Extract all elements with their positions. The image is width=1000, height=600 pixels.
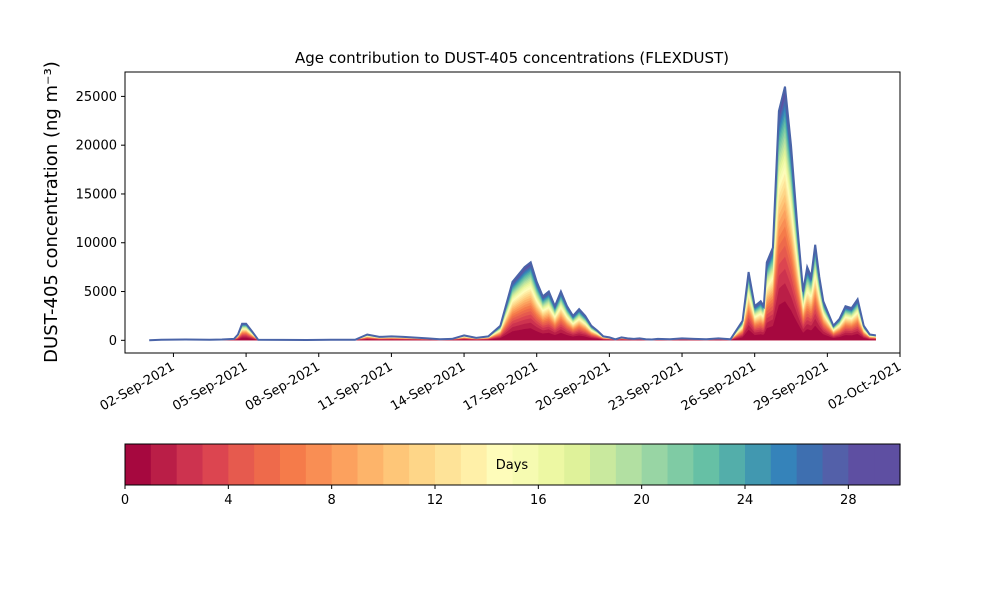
colorbar-segment (770, 444, 798, 485)
colorbar-segment (254, 444, 281, 485)
y-axis-ticks: 0 5000 10000 15000 20000 25000 (76, 90, 125, 349)
x-tick-label: 02-Oct-2021 (826, 359, 904, 413)
colorbar-segment (796, 444, 824, 485)
y-tick-label: 5000 (84, 285, 117, 300)
colorbar-segment (590, 444, 617, 485)
age-layer-0 (149, 301, 876, 341)
y-tick-label: 25000 (76, 90, 117, 105)
colorbar-segment (615, 444, 643, 485)
x-axis-ticks: 02-Sep-202105-Sep-202108-Sep-202111-Sep-… (98, 353, 904, 414)
colorbar-tick-label: 16 (530, 493, 547, 508)
y-tick-label: 15000 (76, 187, 117, 202)
x-tick-label: 14-Sep-2021 (388, 359, 468, 414)
colorbar-segment (848, 444, 875, 485)
colorbar-segment (641, 444, 669, 485)
colorbar-segment (564, 444, 591, 485)
colorbar (125, 444, 901, 485)
y-axis-label: DUST-405 concentration (ng m⁻³) (41, 61, 62, 363)
colorbar-segment (667, 444, 694, 485)
y-tick-label: 20000 (76, 139, 117, 154)
colorbar-segment (409, 444, 436, 485)
x-tick-label: 11-Sep-2021 (316, 359, 396, 414)
colorbar-segment (176, 444, 204, 485)
colorbar-frame (124, 443, 901, 486)
colorbar-tick-label: 4 (224, 493, 232, 508)
colorbar-segment (383, 444, 410, 485)
x-tick-label: 23-Sep-2021 (606, 359, 686, 414)
plot-frame (124, 71, 901, 354)
colorbar-tick-label: 28 (840, 493, 857, 508)
colorbar-tick-label: 24 (737, 493, 754, 508)
colorbar-segment (538, 444, 565, 485)
stacked-area-layers (149, 86, 876, 341)
colorbar-segment (202, 444, 229, 485)
total-concentration-line (149, 86, 876, 342)
colorbar-segment (125, 444, 152, 485)
x-tick-label: 08-Sep-2021 (243, 359, 323, 414)
x-tick-label: 17-Sep-2021 (461, 359, 541, 414)
colorbar-segment (822, 444, 849, 485)
colorbar-ticks: 0 4 8 12 16 20 24 28 (121, 485, 857, 508)
colorbar-segment (280, 444, 307, 485)
colorbar-segment (719, 444, 746, 485)
x-tick-label: 26-Sep-2021 (679, 359, 759, 414)
colorbar-segment (150, 444, 178, 485)
colorbar-tick-label: 20 (633, 493, 650, 508)
colorbar-tick-label: 0 (121, 493, 129, 508)
colorbar-segment (693, 444, 720, 485)
colorbar-segment (357, 444, 384, 485)
colorbar-segment (331, 444, 359, 485)
y-tick-label: 0 (109, 334, 117, 349)
colorbar-segment (435, 444, 462, 485)
x-tick-label: 29-Sep-2021 (752, 359, 832, 414)
colorbar-segment (486, 444, 514, 485)
colorbar-segment (745, 444, 772, 485)
colorbar-segment (874, 444, 901, 485)
colorbar-segment (305, 444, 333, 485)
chart-title: Age contribution to DUST-405 concentrati… (295, 49, 729, 67)
colorbar-tick-label: 8 (328, 493, 336, 508)
y-tick-label: 10000 (76, 236, 117, 251)
x-tick-label: 02-Sep-2021 (98, 359, 178, 414)
x-tick-label: 20-Sep-2021 (534, 359, 614, 414)
colorbar-tick-label: 12 (427, 493, 444, 508)
colorbar-segment (512, 444, 539, 485)
x-tick-label: 05-Sep-2021 (170, 359, 250, 414)
colorbar-segment (228, 444, 255, 485)
colorbar-segment (460, 444, 488, 485)
colorbar-label: Days (496, 458, 529, 473)
